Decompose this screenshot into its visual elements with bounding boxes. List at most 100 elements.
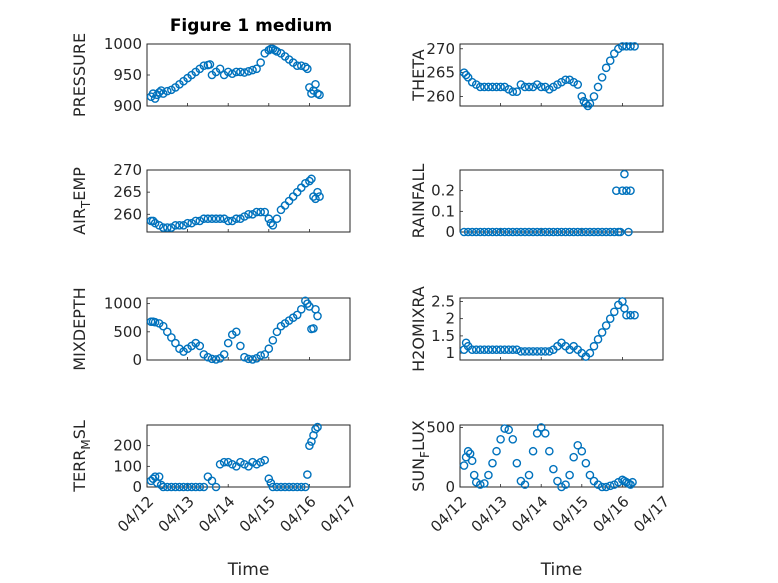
- axes-frame: [459, 169, 664, 233]
- data-point: [532, 429, 542, 438]
- data-point: [626, 480, 635, 489]
- data-point: [236, 67, 245, 77]
- data-point: [244, 209, 253, 219]
- data-series: [459, 423, 637, 492]
- data-point: [496, 82, 505, 92]
- data-point: [583, 101, 593, 111]
- y-tick-label: 270: [426, 40, 455, 58]
- data-point: [264, 344, 274, 354]
- data-point: [215, 459, 225, 469]
- data-point: [573, 227, 583, 237]
- data-point: [618, 186, 627, 195]
- data-point: [540, 227, 550, 237]
- y-tick-label: 500: [113, 323, 142, 341]
- data-point: [171, 482, 180, 492]
- data-point: [597, 73, 607, 82]
- data-point: [296, 482, 306, 492]
- data-point: [203, 214, 213, 224]
- x-tick-label: 04/13: [468, 493, 511, 536]
- data-point: [171, 338, 180, 348]
- data-point: [227, 459, 237, 469]
- data-point: [248, 65, 257, 75]
- data-point: [605, 227, 615, 237]
- y-tick-label: 0: [445, 478, 455, 496]
- data-point: [536, 82, 546, 92]
- data-series: [146, 174, 324, 232]
- data-point: [597, 227, 607, 237]
- data-point: [624, 227, 633, 237]
- data-point: [463, 227, 473, 237]
- data-point: [232, 67, 241, 77]
- data-point: [256, 58, 265, 67]
- data-point: [183, 218, 192, 228]
- data-point: [540, 347, 550, 356]
- data-point: [459, 227, 469, 237]
- y-axis-label-main: THETA: [409, 49, 428, 101]
- y-tick-label: 270: [113, 161, 142, 179]
- data-point: [292, 310, 302, 320]
- data-point: [154, 88, 164, 97]
- x-tick-label: 04/17: [317, 493, 360, 536]
- data-point: [292, 61, 302, 70]
- data-point: [622, 310, 631, 320]
- data-point: [597, 328, 607, 337]
- data-point: [622, 42, 631, 51]
- data-point: [484, 470, 493, 480]
- data-point: [227, 69, 237, 79]
- y-tick-label: 2.5: [431, 292, 455, 310]
- data-point: [488, 458, 497, 468]
- data-point: [626, 186, 635, 195]
- data-point: [488, 345, 497, 354]
- data-point: [589, 92, 599, 101]
- data-point: [311, 424, 320, 434]
- y-tick-label: 0.1: [431, 202, 455, 220]
- axes-frame: [146, 424, 351, 488]
- data-point: [264, 214, 274, 224]
- data-point: [167, 482, 176, 492]
- y-axis-label-main: AIR: [70, 208, 89, 235]
- data-point: [280, 482, 290, 492]
- data-point: [268, 482, 278, 492]
- y-tick-label: 100: [113, 457, 142, 475]
- data-point: [305, 441, 314, 450]
- data-point: [215, 64, 225, 74]
- data-point: [488, 227, 497, 237]
- y-tick-label: 1: [445, 344, 455, 362]
- data-point: [512, 345, 522, 354]
- data-point: [553, 227, 562, 237]
- data-point: [618, 42, 627, 51]
- x-tick-label: 04/16: [276, 493, 319, 536]
- data-point: [500, 424, 509, 433]
- data-point: [211, 355, 221, 364]
- data-point: [187, 482, 196, 492]
- data-point: [223, 338, 233, 348]
- y-axis-label-tail: LUX: [409, 420, 428, 451]
- data-point: [260, 350, 270, 359]
- data-point: [532, 227, 542, 237]
- data-point: [585, 470, 595, 480]
- data-point: [569, 452, 578, 462]
- data-point: [175, 482, 184, 492]
- data-point: [488, 82, 497, 92]
- data-point: [244, 66, 253, 76]
- subplot-mixdepth: 0 500 1000 MIXDEPTH: [70, 287, 351, 371]
- data-point: [561, 227, 570, 237]
- data-point: [315, 192, 324, 201]
- data-point: [620, 169, 629, 179]
- data-series: [459, 169, 635, 237]
- y-tick-label: 265: [426, 64, 455, 82]
- y-tick-label: 500: [426, 418, 455, 436]
- y-tick-label: 1000: [104, 295, 142, 313]
- data-point: [162, 86, 172, 96]
- data-point: [313, 311, 322, 321]
- data-point: [581, 99, 591, 108]
- data-point: [268, 221, 278, 230]
- data-point: [597, 482, 607, 492]
- x-tick-label: 04/14: [508, 493, 551, 536]
- data-point: [516, 227, 526, 237]
- data-point: [315, 90, 324, 100]
